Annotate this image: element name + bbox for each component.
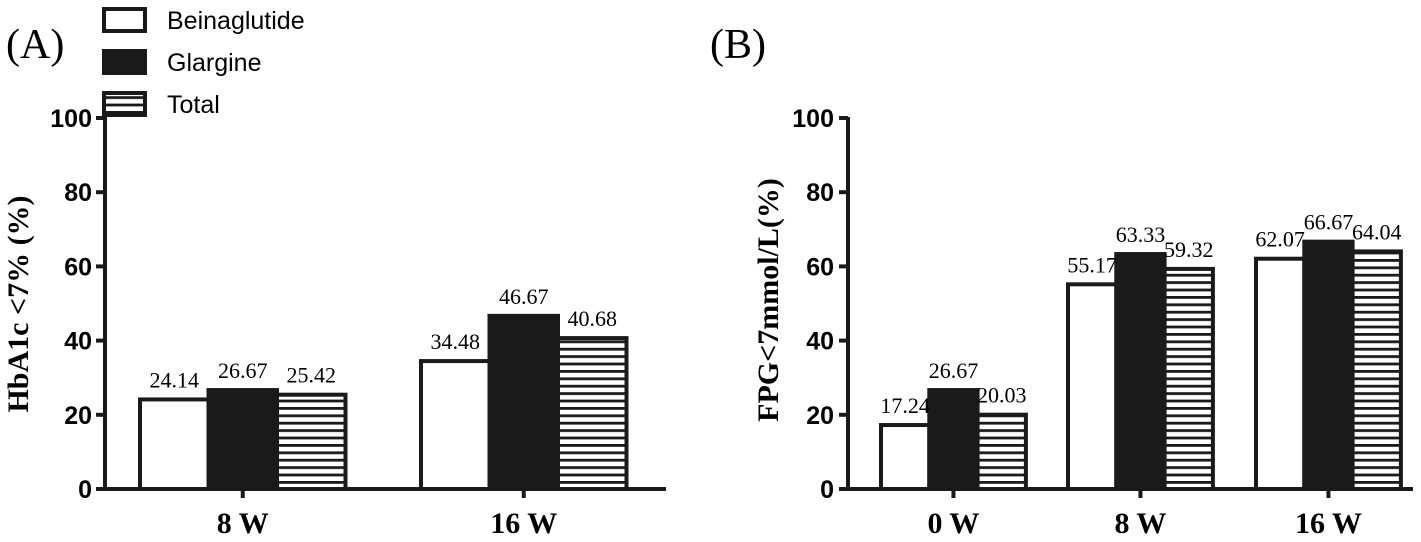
x-categories-b: 0 W 8 W 16 W	[927, 489, 1362, 540]
data-labels-a: 24.14 26.67 25.42 34.48 46.67 40.68	[150, 284, 618, 393]
x-category-label-b-8-w: 8 W	[1114, 507, 1166, 540]
y-tick-label-b-0: 0	[820, 476, 834, 504]
data-label-b-glargine-0-w: 26.67	[929, 358, 979, 383]
x-category-label-a-8-w: 8 W	[217, 507, 269, 540]
chart-panel-b: (B) FPG<7mmol/L(%) 0 20 40 60 80 100 17.24 26.…	[710, 22, 1413, 540]
legend-swatch-glargine	[102, 49, 147, 75]
panel-label-a: (A)	[6, 22, 64, 68]
data-label-a-beinaglutide-16-w: 34.48	[431, 329, 481, 354]
y-tick-label-a-60: 60	[64, 253, 92, 281]
bar-b-total-16-w	[1350, 249, 1403, 491]
data-label-a-beinaglutide-8-w: 24.14	[150, 367, 200, 392]
y-ticks-a: 0 20 40 60 80 100	[50, 105, 105, 504]
bars-b	[879, 239, 1403, 492]
legend-swatch-total	[102, 91, 147, 117]
data-label-b-beinaglutide-16-w: 62.07	[1255, 227, 1305, 252]
y-ticks-b: 0 20 40 60 80 100	[792, 105, 848, 504]
legend-label-glargine: Glargine	[167, 49, 262, 77]
data-label-b-total-16-w: 64.04	[1352, 219, 1402, 244]
bar-b-glargine-8-w	[1114, 252, 1167, 491]
y-axis-label-b: FPG<7mmol/L(%)	[752, 178, 785, 422]
bar-b-beinaglutide-8-w	[1066, 282, 1119, 491]
legend-item-glargine: Glargine	[102, 49, 262, 77]
y-tick-label-b-40: 40	[806, 328, 834, 356]
data-label-a-glargine-8-w: 26.67	[218, 358, 268, 383]
y-tick-label-a-0: 0	[78, 476, 92, 504]
y-tick-label-a-100: 100	[50, 105, 92, 133]
bar-b-glargine-16-w	[1302, 239, 1355, 491]
legend-label-total: Total	[167, 91, 220, 119]
panel-label-b: (B)	[710, 22, 766, 68]
x-categories-a: 8 W 16 W	[217, 489, 557, 540]
bar-b-beinaglutide-0-w	[879, 423, 932, 492]
y-tick-label-a-40: 40	[64, 328, 92, 356]
legend-swatch-beinaglutide	[102, 7, 147, 33]
data-label-a-total-16-w: 40.68	[568, 306, 618, 331]
y-tick-label-b-60: 60	[806, 253, 834, 281]
bar-b-total-8-w	[1162, 266, 1215, 491]
bar-a-total-16-w	[556, 336, 629, 492]
chart-panel-a: (A) HbA1c <7% (%) 0 20 40 60 80 100 24.14 26.6…	[2, 22, 666, 540]
y-tick-label-a-20: 20	[64, 402, 92, 430]
bar-a-glargine-8-w	[206, 388, 279, 491]
data-label-b-beinaglutide-8-w: 55.17	[1067, 252, 1117, 277]
legend-label-beinaglutide: Beinaglutide	[167, 7, 305, 35]
x-category-label-b-16-w: 16 W	[1295, 507, 1362, 540]
data-label-b-glargine-16-w: 66.67	[1304, 210, 1354, 235]
data-label-b-total-0-w: 20.03	[977, 383, 1027, 408]
legend: Beinaglutide Glargine Total	[102, 7, 305, 119]
data-label-a-total-8-w: 25.42	[287, 363, 337, 388]
data-label-b-glargine-8-w: 63.33	[1116, 222, 1166, 247]
bar-a-glargine-16-w	[487, 313, 560, 492]
legend-item-beinaglutide: Beinaglutide	[102, 7, 305, 35]
bar-b-total-0-w	[975, 412, 1028, 491]
bar-a-total-8-w	[275, 392, 348, 491]
data-label-a-glargine-16-w: 46.67	[499, 284, 549, 309]
bars-a	[138, 313, 629, 492]
bar-a-beinaglutide-8-w	[138, 397, 211, 492]
y-tick-label-b-20: 20	[806, 402, 834, 430]
y-tick-label-b-80: 80	[806, 179, 834, 207]
x-category-label-a-16-w: 16 W	[490, 507, 557, 540]
data-label-b-beinaglutide-0-w: 17.24	[880, 393, 930, 418]
x-category-label-b-0-w: 0 W	[927, 507, 979, 540]
y-axis-label-a: HbA1c <7% (%)	[2, 195, 35, 412]
data-label-b-total-8-w: 59.32	[1164, 237, 1214, 262]
bar-b-glargine-0-w	[927, 388, 980, 491]
legend-item-total: Total	[102, 91, 220, 119]
bar-b-beinaglutide-16-w	[1254, 256, 1307, 491]
bar-a-beinaglutide-16-w	[419, 359, 492, 491]
y-tick-label-b-100: 100	[792, 105, 834, 133]
y-tick-label-a-80: 80	[64, 179, 92, 207]
